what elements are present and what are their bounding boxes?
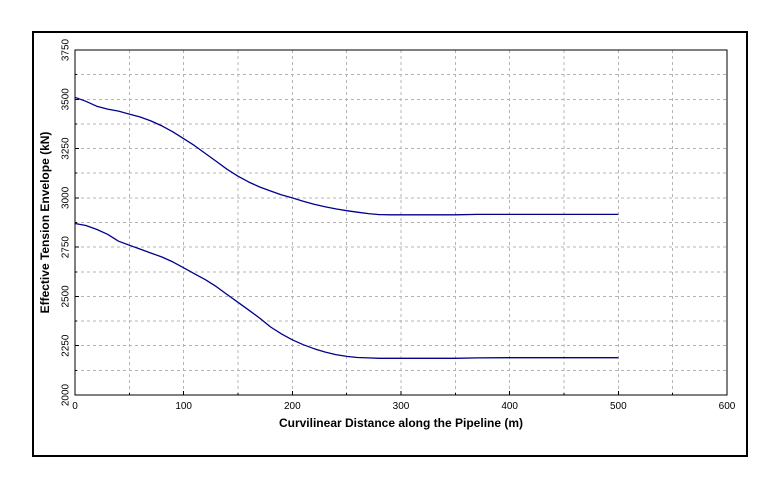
y-tick-label: 3500 <box>61 88 72 111</box>
y-tick-label: 2250 <box>61 334 72 357</box>
tension-envelope-chart: 0 100 200 300 400 500 600 2000 2250 2500 2750 3000 3… <box>38 38 736 430</box>
x-tick-label: 200 <box>284 401 301 412</box>
x-tick-label: 500 <box>610 401 627 412</box>
y-tick-label: 2000 <box>61 383 72 406</box>
lower-envelope-line <box>74 222 619 359</box>
grid <box>75 50 727 395</box>
x-tick-label: 300 <box>393 401 410 412</box>
y-axis-title: Effective Tension Envelope (kN) <box>38 132 52 314</box>
x-tick-label: 400 <box>501 401 518 412</box>
x-tick-label: 100 <box>175 401 192 412</box>
chart-frame: 0 100 200 300 400 500 600 2000 2250 2500 2750 3000 3… <box>32 31 748 457</box>
x-tick-label: 0 <box>72 401 78 412</box>
x-tick-label: 600 <box>719 401 736 412</box>
y-tick-label: 2750 <box>61 236 72 259</box>
x-axis-title: Curvilinear Distance along the Pipeline … <box>279 416 523 430</box>
y-tick-label: 3250 <box>61 137 72 160</box>
y-tick-label: 2500 <box>61 285 72 308</box>
upper-envelope-line <box>74 96 619 216</box>
axis-ticks: 0 100 200 300 400 500 600 2000 2250 2500 2750 3000 3… <box>61 38 736 412</box>
y-tick-label: 3000 <box>61 186 72 209</box>
series-group <box>74 96 619 359</box>
y-tick-label: 3750 <box>61 38 72 61</box>
